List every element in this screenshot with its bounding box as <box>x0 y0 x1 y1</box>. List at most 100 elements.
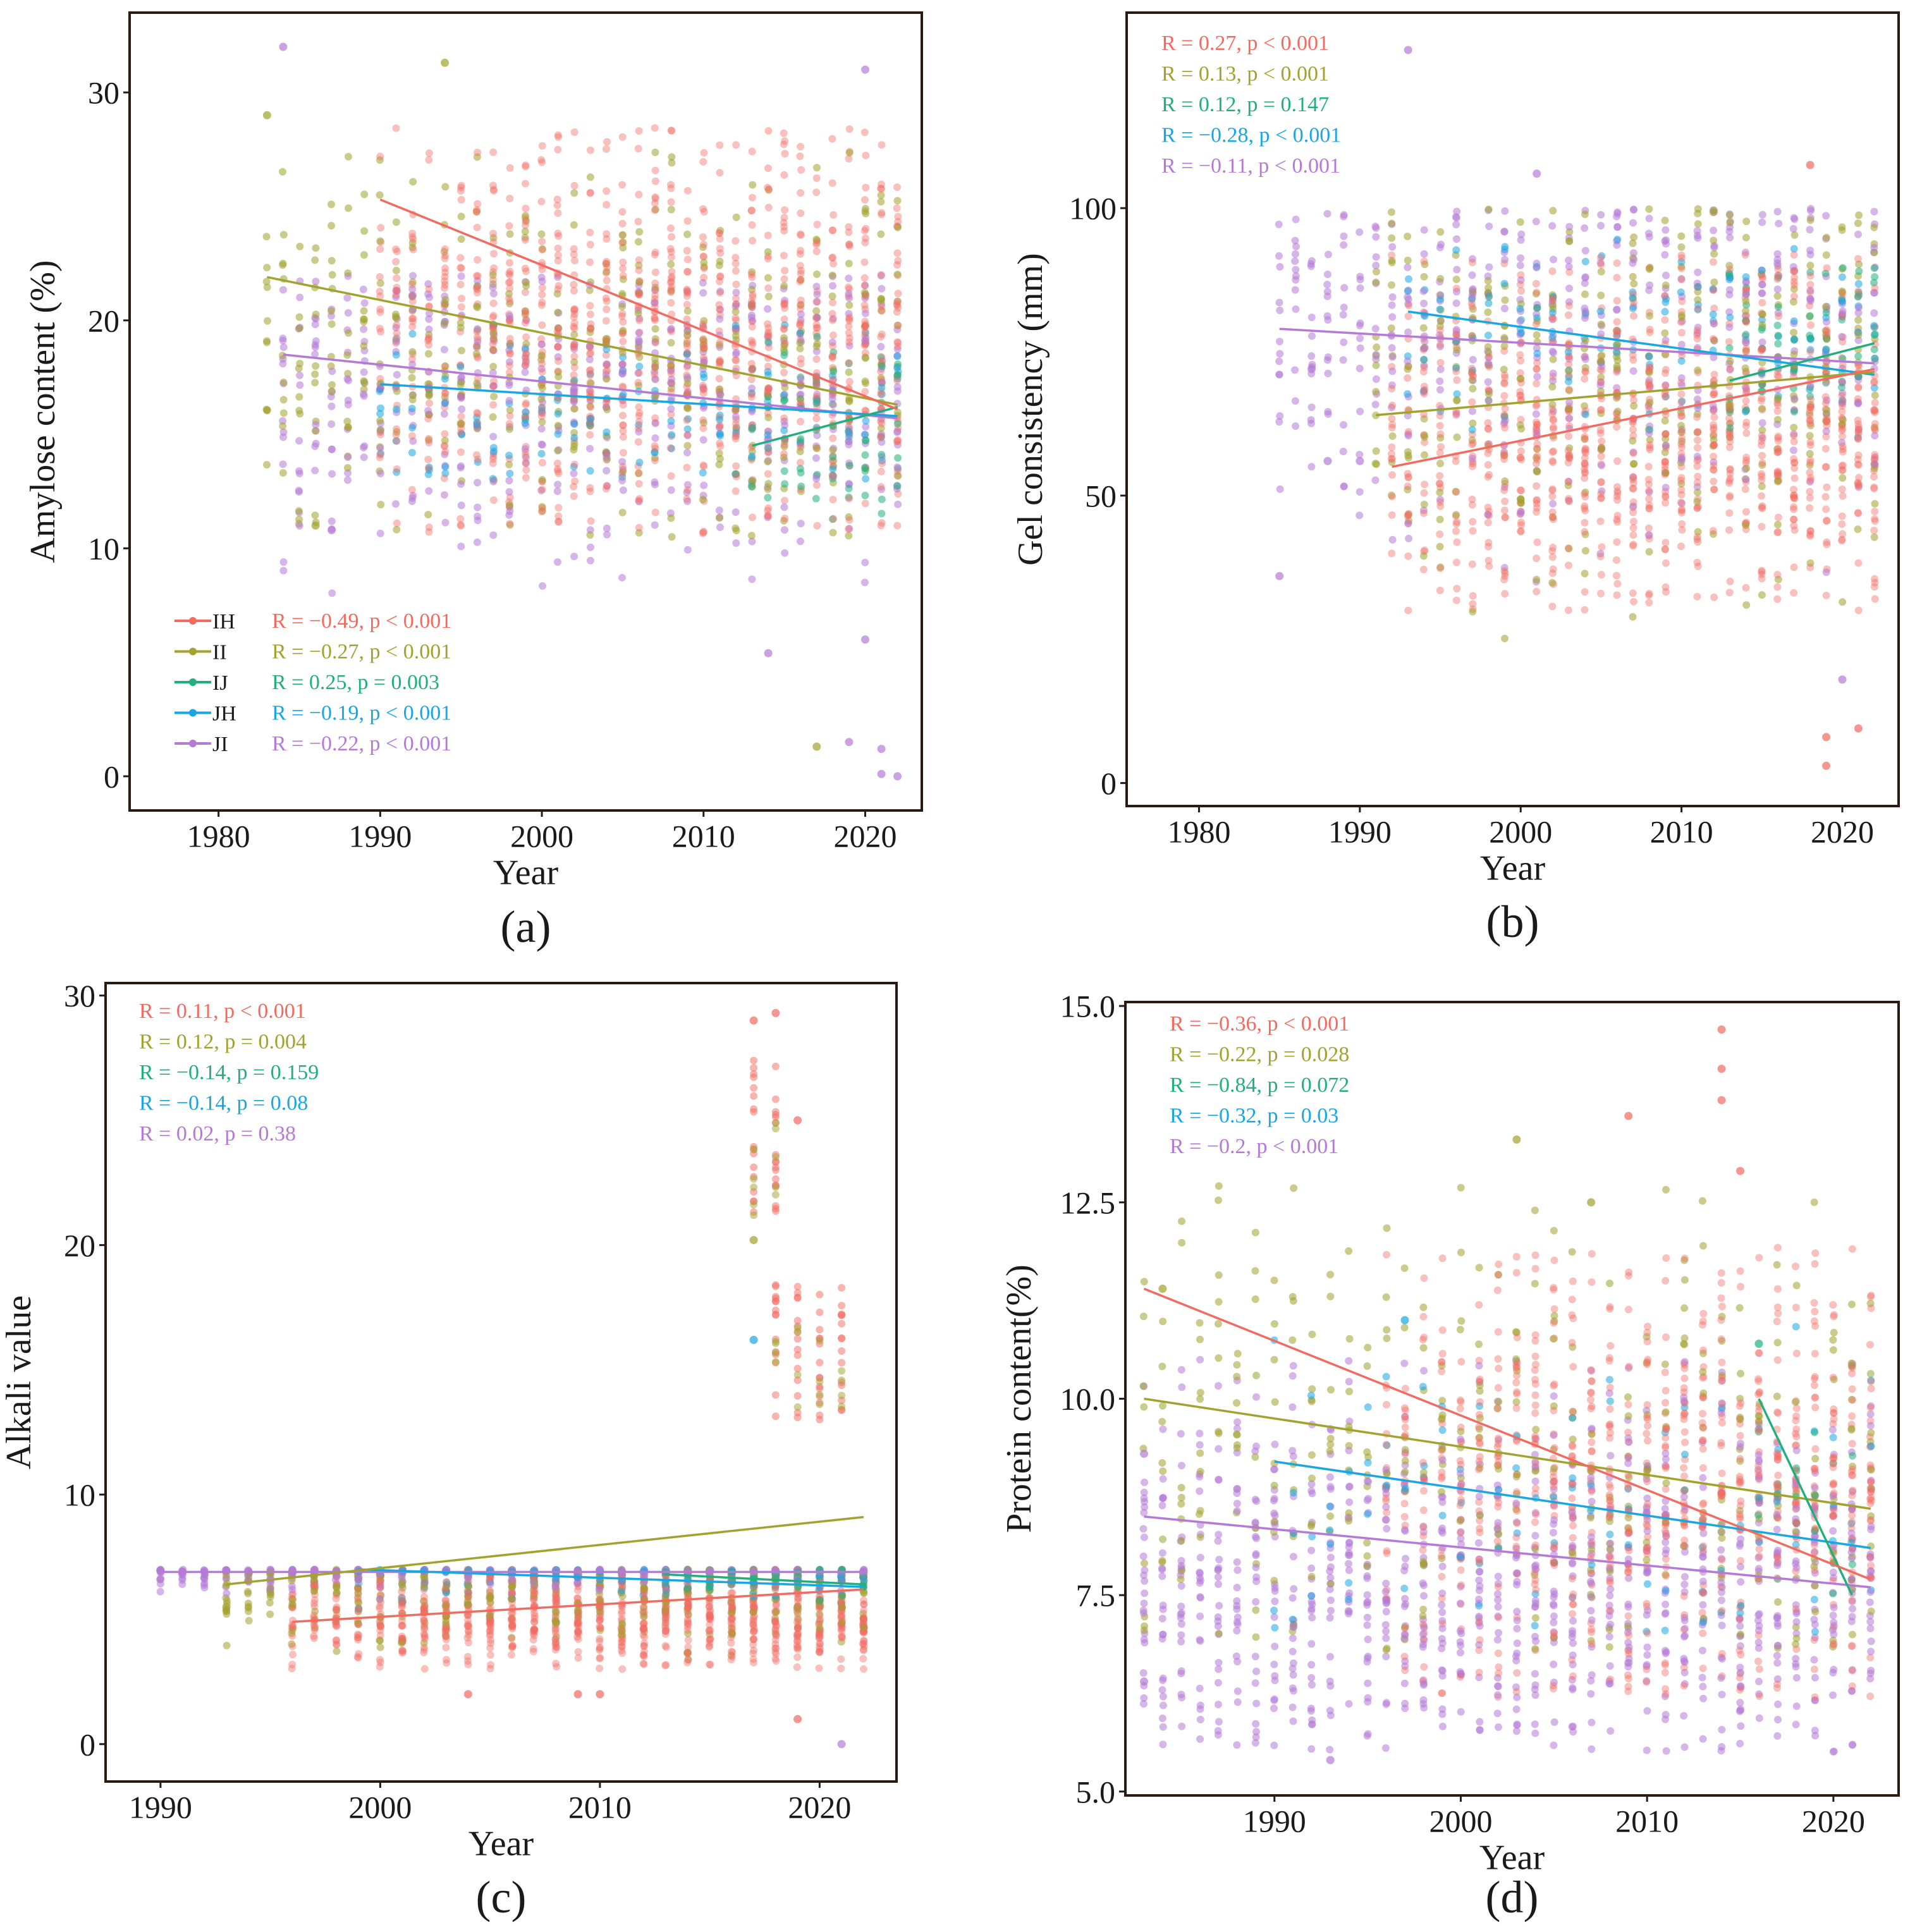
point-JH <box>1548 309 1557 317</box>
point-IH <box>813 522 821 530</box>
point-IH <box>1548 405 1557 413</box>
point-IH <box>1725 414 1733 422</box>
point-IH <box>1823 517 1831 525</box>
point-IH <box>1646 328 1654 336</box>
point-II <box>1789 298 1797 306</box>
x-tick-label: 1980 <box>1167 814 1230 850</box>
point-IH <box>420 1625 429 1633</box>
point-II <box>441 436 449 444</box>
point-IH <box>1629 425 1637 434</box>
point-JI <box>392 293 400 302</box>
point-IH <box>1822 591 1830 599</box>
point-IH <box>1806 527 1815 535</box>
point-IH <box>570 181 578 190</box>
point-IH <box>683 287 691 295</box>
point-JI <box>409 437 417 445</box>
point-JI <box>570 398 578 406</box>
point-IH <box>1790 464 1799 472</box>
point-JI <box>1388 243 1397 251</box>
point-II <box>360 190 369 199</box>
outlier-point-JI <box>327 526 336 534</box>
point-JI <box>732 348 740 357</box>
point-II <box>1581 530 1589 539</box>
point-IH <box>797 417 805 425</box>
point-IH <box>333 1622 341 1630</box>
point-IH <box>1742 584 1750 592</box>
point-IH <box>398 1622 406 1630</box>
point-JI <box>1453 266 1461 274</box>
point-IH <box>586 302 594 310</box>
point-IH <box>634 145 642 153</box>
point-IH <box>828 179 836 187</box>
point-JH <box>829 465 837 473</box>
point-IH <box>489 401 498 409</box>
point-IH <box>393 247 401 255</box>
point-JI <box>666 326 675 334</box>
point-IH <box>398 1587 406 1596</box>
point-IH <box>1548 508 1557 517</box>
point-II <box>894 297 902 305</box>
point-IH <box>1854 287 1863 295</box>
point-IH <box>376 1584 384 1592</box>
point-II <box>570 358 578 366</box>
point-IH <box>1436 422 1444 430</box>
point-JI <box>506 312 513 320</box>
point-IH <box>1452 488 1460 496</box>
point-IH <box>353 1653 362 1661</box>
point-IH <box>1388 443 1396 451</box>
point-IH <box>1662 430 1670 437</box>
point-II <box>634 309 642 317</box>
point-IH <box>521 307 529 315</box>
point-IH <box>1548 410 1557 418</box>
point-IH <box>699 320 707 328</box>
point-IJ <box>861 491 869 499</box>
point-II <box>1790 328 1797 336</box>
point-JI <box>716 287 725 295</box>
point-IH <box>393 283 401 291</box>
point-IH <box>554 343 562 351</box>
point-II <box>1452 487 1460 496</box>
point-JH <box>862 417 870 425</box>
trend-line-JH <box>1407 310 1875 376</box>
point-IH <box>332 1637 340 1645</box>
point-IH <box>571 257 578 265</box>
point-IJ <box>845 484 853 492</box>
point-IH <box>1613 332 1621 340</box>
point-II <box>279 422 287 430</box>
point-IH <box>780 300 788 308</box>
point-JH <box>748 365 756 374</box>
point-IH <box>1838 535 1846 544</box>
point-IH <box>1629 475 1637 484</box>
point-IH <box>667 410 675 419</box>
point-II <box>360 227 369 235</box>
point-IH <box>1854 429 1863 437</box>
point-II <box>554 422 562 430</box>
point-IH <box>310 1623 319 1631</box>
point-IH <box>1726 465 1734 473</box>
trend-line-II <box>1376 370 1875 417</box>
y-tick-label: 30 <box>88 75 119 111</box>
point-II <box>1565 444 1574 452</box>
point-IH <box>1806 403 1815 411</box>
point-IH <box>603 276 611 284</box>
trend-line-JH <box>380 382 898 417</box>
point-IH <box>1517 357 1525 365</box>
point-IH <box>1677 542 1685 551</box>
point-JI <box>1597 211 1605 219</box>
point-IH <box>1854 383 1863 391</box>
point-JI <box>731 413 740 421</box>
point-IH <box>521 236 529 244</box>
point-II <box>1854 316 1863 324</box>
point-II <box>635 261 643 269</box>
point-JH <box>862 329 869 337</box>
point-IH <box>570 339 578 348</box>
point-IH <box>537 412 546 420</box>
point-II <box>398 1580 407 1589</box>
point-IH <box>764 512 773 520</box>
point-IH <box>683 285 691 293</box>
point-JI <box>1677 341 1686 349</box>
point-JI <box>1516 261 1524 269</box>
point-II <box>893 271 902 278</box>
point-II <box>1500 365 1508 374</box>
point-II <box>1821 303 1830 311</box>
